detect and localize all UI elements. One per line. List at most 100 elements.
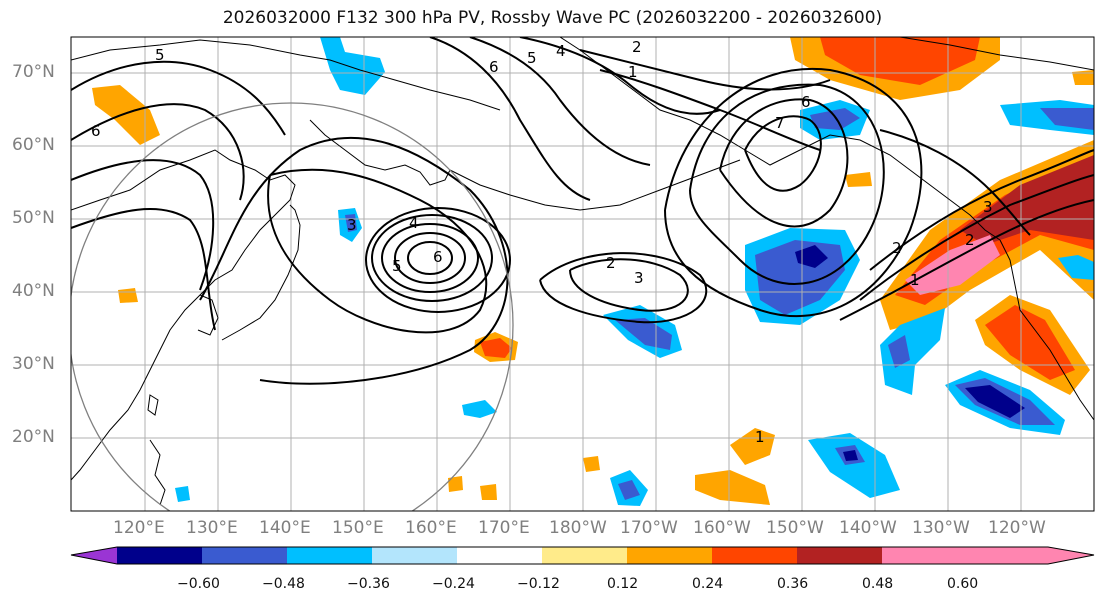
contour-label: 1 [628,63,638,81]
contour-ridge-outer-2 [664,67,923,318]
contour-low-ring [371,214,493,302]
contour-east-2 [859,174,1094,301]
anomaly-positive-westcoast-peak [905,235,1000,295]
contour-label: 2 [606,254,616,272]
lon-label: 170°W [620,518,678,538]
contour-jet-3 [519,37,721,115]
contour-wave-1 [71,60,286,136]
contour-label-group: 6 5 4 2 1 6 7 4 3 6 5 2 3 2 1 3 2 1 5 6 [91,38,993,446]
colorbar-extend-min [71,547,117,564]
colorbar-segment [542,547,628,564]
contour-low-ring [407,241,453,275]
contour-ridge-mid [719,98,849,228]
colorbar-segment [117,547,203,564]
contour-label: 1 [910,271,920,289]
contour-label: 5 [155,46,165,64]
anomaly-positive-nw-pacific [92,85,160,145]
colorbar-segment [797,547,883,564]
colorbar-tick-label: 0.12 [607,576,639,592]
anomaly-positive-small-3 [480,484,497,500]
contour-label: 6 [801,93,811,111]
colorbar-extend-max [967,547,1094,564]
contour-low-ring [365,207,511,313]
lat-label: 40°N [12,281,55,301]
anomaly-positive-westcoast-core [960,155,1094,245]
colorbar-tick-label: −0.48 [262,576,305,592]
colorbar-tick-label: 0.24 [692,576,724,592]
contour-trough-west-outer [199,136,509,385]
contour-label: 3 [347,216,357,234]
coastline-philippines [149,439,166,506]
contour-east-1 [869,149,1094,271]
lat-label: 70°N [12,62,55,82]
colorbar-tick-label: −0.12 [517,576,560,592]
colorbar-outline [70,546,1095,565]
contour-label: 1 [755,428,765,446]
contour-ridge-inner [744,115,822,192]
colorbar-tick-label: 0.48 [862,576,894,592]
contour-low-ring [381,223,479,293]
coastline-taiwan [147,394,159,416]
colorbar-segment [882,547,968,564]
contour-dateline-low [569,258,689,312]
lat-label: 20°N [12,427,55,447]
contour-ridge-outer [689,83,885,285]
lon-label: 120°E [113,518,165,538]
coastline-korea [197,294,219,336]
range-circle [71,102,514,511]
coastline-aleutians [449,159,741,211]
contour-jet-5 [599,69,821,151]
colorbar-segment [627,547,713,564]
anomaly-negative-canada-core [1040,108,1094,130]
contour-label: 6 [489,58,499,76]
contour-label: 5 [527,49,537,67]
anomaly-positive-south [695,470,770,505]
contour-wave-2 [71,103,245,201]
colorbar-tick-label: 0.60 [947,576,979,592]
anomaly-positive-small-1 [583,456,600,472]
lon-label: 140°W [839,518,897,538]
coastline-asia [71,149,296,481]
lon-label: 160°W [693,518,751,538]
coastline-siberia [71,39,501,111]
lon-label: 130°E [186,518,238,538]
anomaly-negative-bering [320,37,385,95]
lon-label: 140°E [259,518,311,538]
coastline-japan [221,204,301,341]
contour-label: 2 [632,38,642,56]
coastlines [71,37,1094,506]
contour-east-3 [839,199,1094,321]
contour-label: 3 [634,269,644,287]
coastline-kamchatka [309,119,451,186]
contour-label: 2 [892,239,902,257]
contour-label: 6 [91,122,101,140]
colorbar-tick-label: −0.24 [432,576,475,592]
colorbar-tick-label: 0.36 [777,576,809,592]
lon-label: 170°E [478,518,530,538]
colorbar-segment [712,547,798,564]
colorbar-segment [457,547,543,564]
anomaly-negative-subtropic-east-core [965,385,1025,418]
map-frame [70,36,1095,512]
anomaly-positive-small-6 [845,172,872,187]
coastline-westcoast [999,239,1094,421]
contour-label: 4 [409,214,419,232]
contour-wave-3 [71,159,215,291]
anomaly-negative-small-1 [175,486,190,502]
anomaly-positive-hawaii [730,428,775,465]
anomaly-negative-subtropic-west-core [888,335,910,368]
colorbar-segment [372,547,458,564]
lon-label: 150°E [332,518,384,538]
lon-label: 180°W [549,518,607,538]
lat-label: 50°N [12,208,55,228]
contour-low-ring [394,232,466,284]
anomaly-negative-central-small [462,400,497,418]
anomaly-negative-south-west-core [618,480,640,500]
anomaly-negative-small-2 [1058,255,1094,280]
colorbar-tick-label: −0.36 [347,576,390,592]
lon-label: 120°W [988,518,1046,538]
anomaly-negative-dateline-core [615,318,672,350]
coastline-canada [899,37,1094,71]
contour-jet-1 [429,37,591,201]
